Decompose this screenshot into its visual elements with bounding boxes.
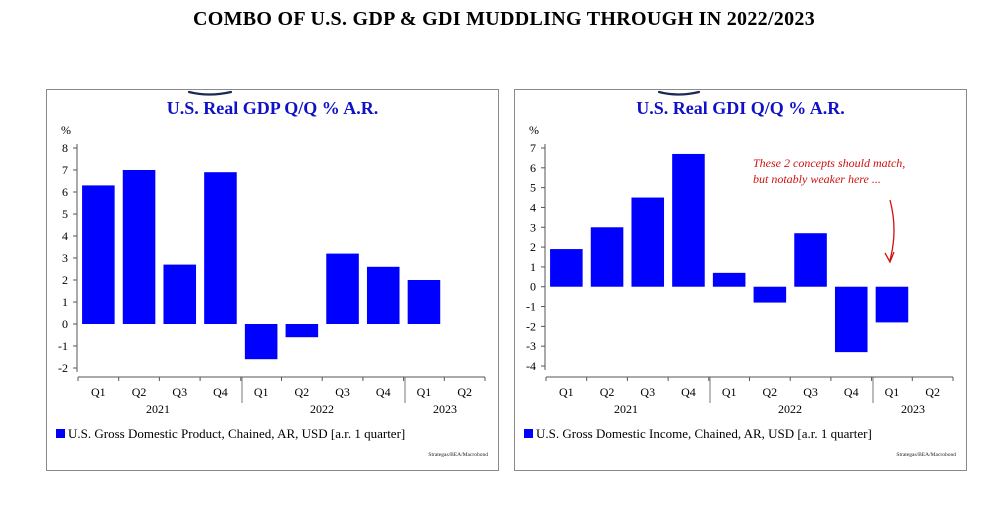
y-tick-label: -2: [526, 319, 536, 333]
annotation-arrowhead: [884, 251, 895, 264]
gdi-legend: U.S. Gross Domestic Income, Chained, AR,…: [524, 426, 872, 442]
y-axis-unit-label: %: [529, 123, 539, 137]
gdi-chart-title: U.S. Real GDI Q/Q % A.R.: [636, 98, 845, 118]
y-tick-label: 4: [530, 200, 536, 214]
annotation-line-1: These 2 concepts should match,: [753, 156, 906, 170]
underline-annotation-mark: [187, 90, 233, 96]
bar: [122, 170, 156, 324]
x-category-label: Q4: [213, 385, 228, 399]
bar: [875, 286, 909, 323]
bar: [82, 185, 115, 324]
y-tick-label: 5: [530, 181, 536, 195]
y-tick-label: -4: [526, 359, 536, 373]
bar: [366, 266, 400, 324]
legend-swatch: [56, 429, 65, 438]
gdp-legend-label: U.S. Gross Domestic Product, Chained, AR…: [68, 426, 406, 441]
y-axis-unit-label: %: [61, 123, 71, 137]
chart-annotation: These 2 concepts should match, but notab…: [753, 155, 905, 187]
y-tick-label: -2: [58, 361, 68, 375]
y-tick-label: 6: [530, 161, 536, 175]
bar: [753, 286, 787, 303]
annotation-line-2: but notably weaker here ...: [753, 172, 881, 186]
underline-annotation-mark: [657, 90, 701, 96]
x-category-label: Q1: [254, 385, 269, 399]
x-category-label: Q4: [376, 385, 391, 399]
y-tick-label: 0: [530, 280, 536, 294]
x-category-label: Q3: [172, 385, 187, 399]
y-tick-label: 0: [62, 317, 68, 331]
page-title: COMBO OF U.S. GDP & GDI MUDDLING THROUGH…: [192, 8, 816, 30]
bar: [712, 272, 746, 287]
bar: [326, 253, 359, 324]
x-year-label: 2023: [901, 402, 925, 416]
x-category-label: Q2: [295, 385, 310, 399]
x-category-label: Q2: [763, 385, 778, 399]
x-category-label: Q3: [335, 385, 350, 399]
gdi-source-note: Strategas/BEA/Macrobond: [896, 452, 956, 458]
y-tick-label: 1: [62, 295, 68, 309]
x-category-label: Q1: [722, 385, 737, 399]
y-tick-label: 7: [62, 163, 68, 177]
bar: [244, 324, 278, 360]
gdp-chart-title: U.S. Real GDP Q/Q % A.R.: [166, 98, 379, 118]
bar: [204, 172, 237, 324]
bar: [590, 227, 624, 287]
bar: [834, 286, 868, 353]
x-category-label: Q2: [132, 385, 147, 399]
bar: [631, 197, 665, 287]
y-tick-label: -3: [526, 339, 536, 353]
y-tick-label: 6: [62, 185, 68, 199]
gdp-source-note: Strategas/BEA/Macrobond: [428, 452, 488, 458]
x-category-label: Q1: [417, 385, 432, 399]
x-category-label: Q3: [803, 385, 818, 399]
bar: [672, 153, 705, 287]
x-category-label: Q1: [91, 385, 106, 399]
y-tick-label: 3: [530, 220, 536, 234]
annotation-arrow: [889, 199, 895, 261]
gdp-bar-chart: % -2 -1 0 1 2 3 4 5 6 7 8 Q1 Q2 Q3 Q4 Q1 Q2 Q3 Q4 Q1 Q2 2021 20…: [58, 123, 486, 416]
bar: [794, 233, 827, 287]
bar: [285, 324, 319, 338]
x-category-label: Q2: [600, 385, 615, 399]
y-tick-label: -1: [526, 300, 536, 314]
y-tick-label: 3: [62, 251, 68, 265]
gdi-chart-panel: U.S. Real GDI Q/Q % A.R. % -4 -3 -2 -1 0 1 2 3 4 5…: [514, 89, 967, 471]
bar: [407, 280, 441, 324]
x-year-label: 2021: [614, 402, 638, 416]
x-year-label: 2021: [146, 402, 170, 416]
y-tick-label: 4: [62, 229, 68, 243]
y-tick-label: 8: [62, 141, 68, 155]
bar: [163, 264, 197, 324]
y-tick-label: 7: [530, 141, 536, 155]
x-year-label: 2023: [433, 402, 457, 416]
x-year-label: 2022: [778, 402, 802, 416]
x-category-label: Q2: [925, 385, 940, 399]
x-year-label: 2022: [310, 402, 334, 416]
y-tick-label: -1: [58, 339, 68, 353]
legend-swatch: [524, 429, 533, 438]
y-tick-label: 2: [530, 240, 536, 254]
gdp-chart-panel: U.S. Real GDP Q/Q % A.R. % -2 -1 0 1 2 3 4 5 6 7 8 Q…: [46, 89, 499, 471]
y-tick-label: 1: [530, 260, 536, 274]
gdp-legend: U.S. Gross Domestic Product, Chained, AR…: [56, 426, 405, 442]
x-category-label: Q2: [457, 385, 472, 399]
x-category-label: Q3: [640, 385, 655, 399]
x-category-label: Q4: [844, 385, 859, 399]
bar: [550, 249, 583, 287]
y-tick-label: 2: [62, 273, 68, 287]
x-category-label: Q1: [559, 385, 574, 399]
x-category-label: Q4: [681, 385, 696, 399]
gdi-legend-label: U.S. Gross Domestic Income, Chained, AR,…: [536, 426, 872, 441]
x-category-label: Q1: [885, 385, 900, 399]
y-tick-label: 5: [62, 207, 68, 221]
